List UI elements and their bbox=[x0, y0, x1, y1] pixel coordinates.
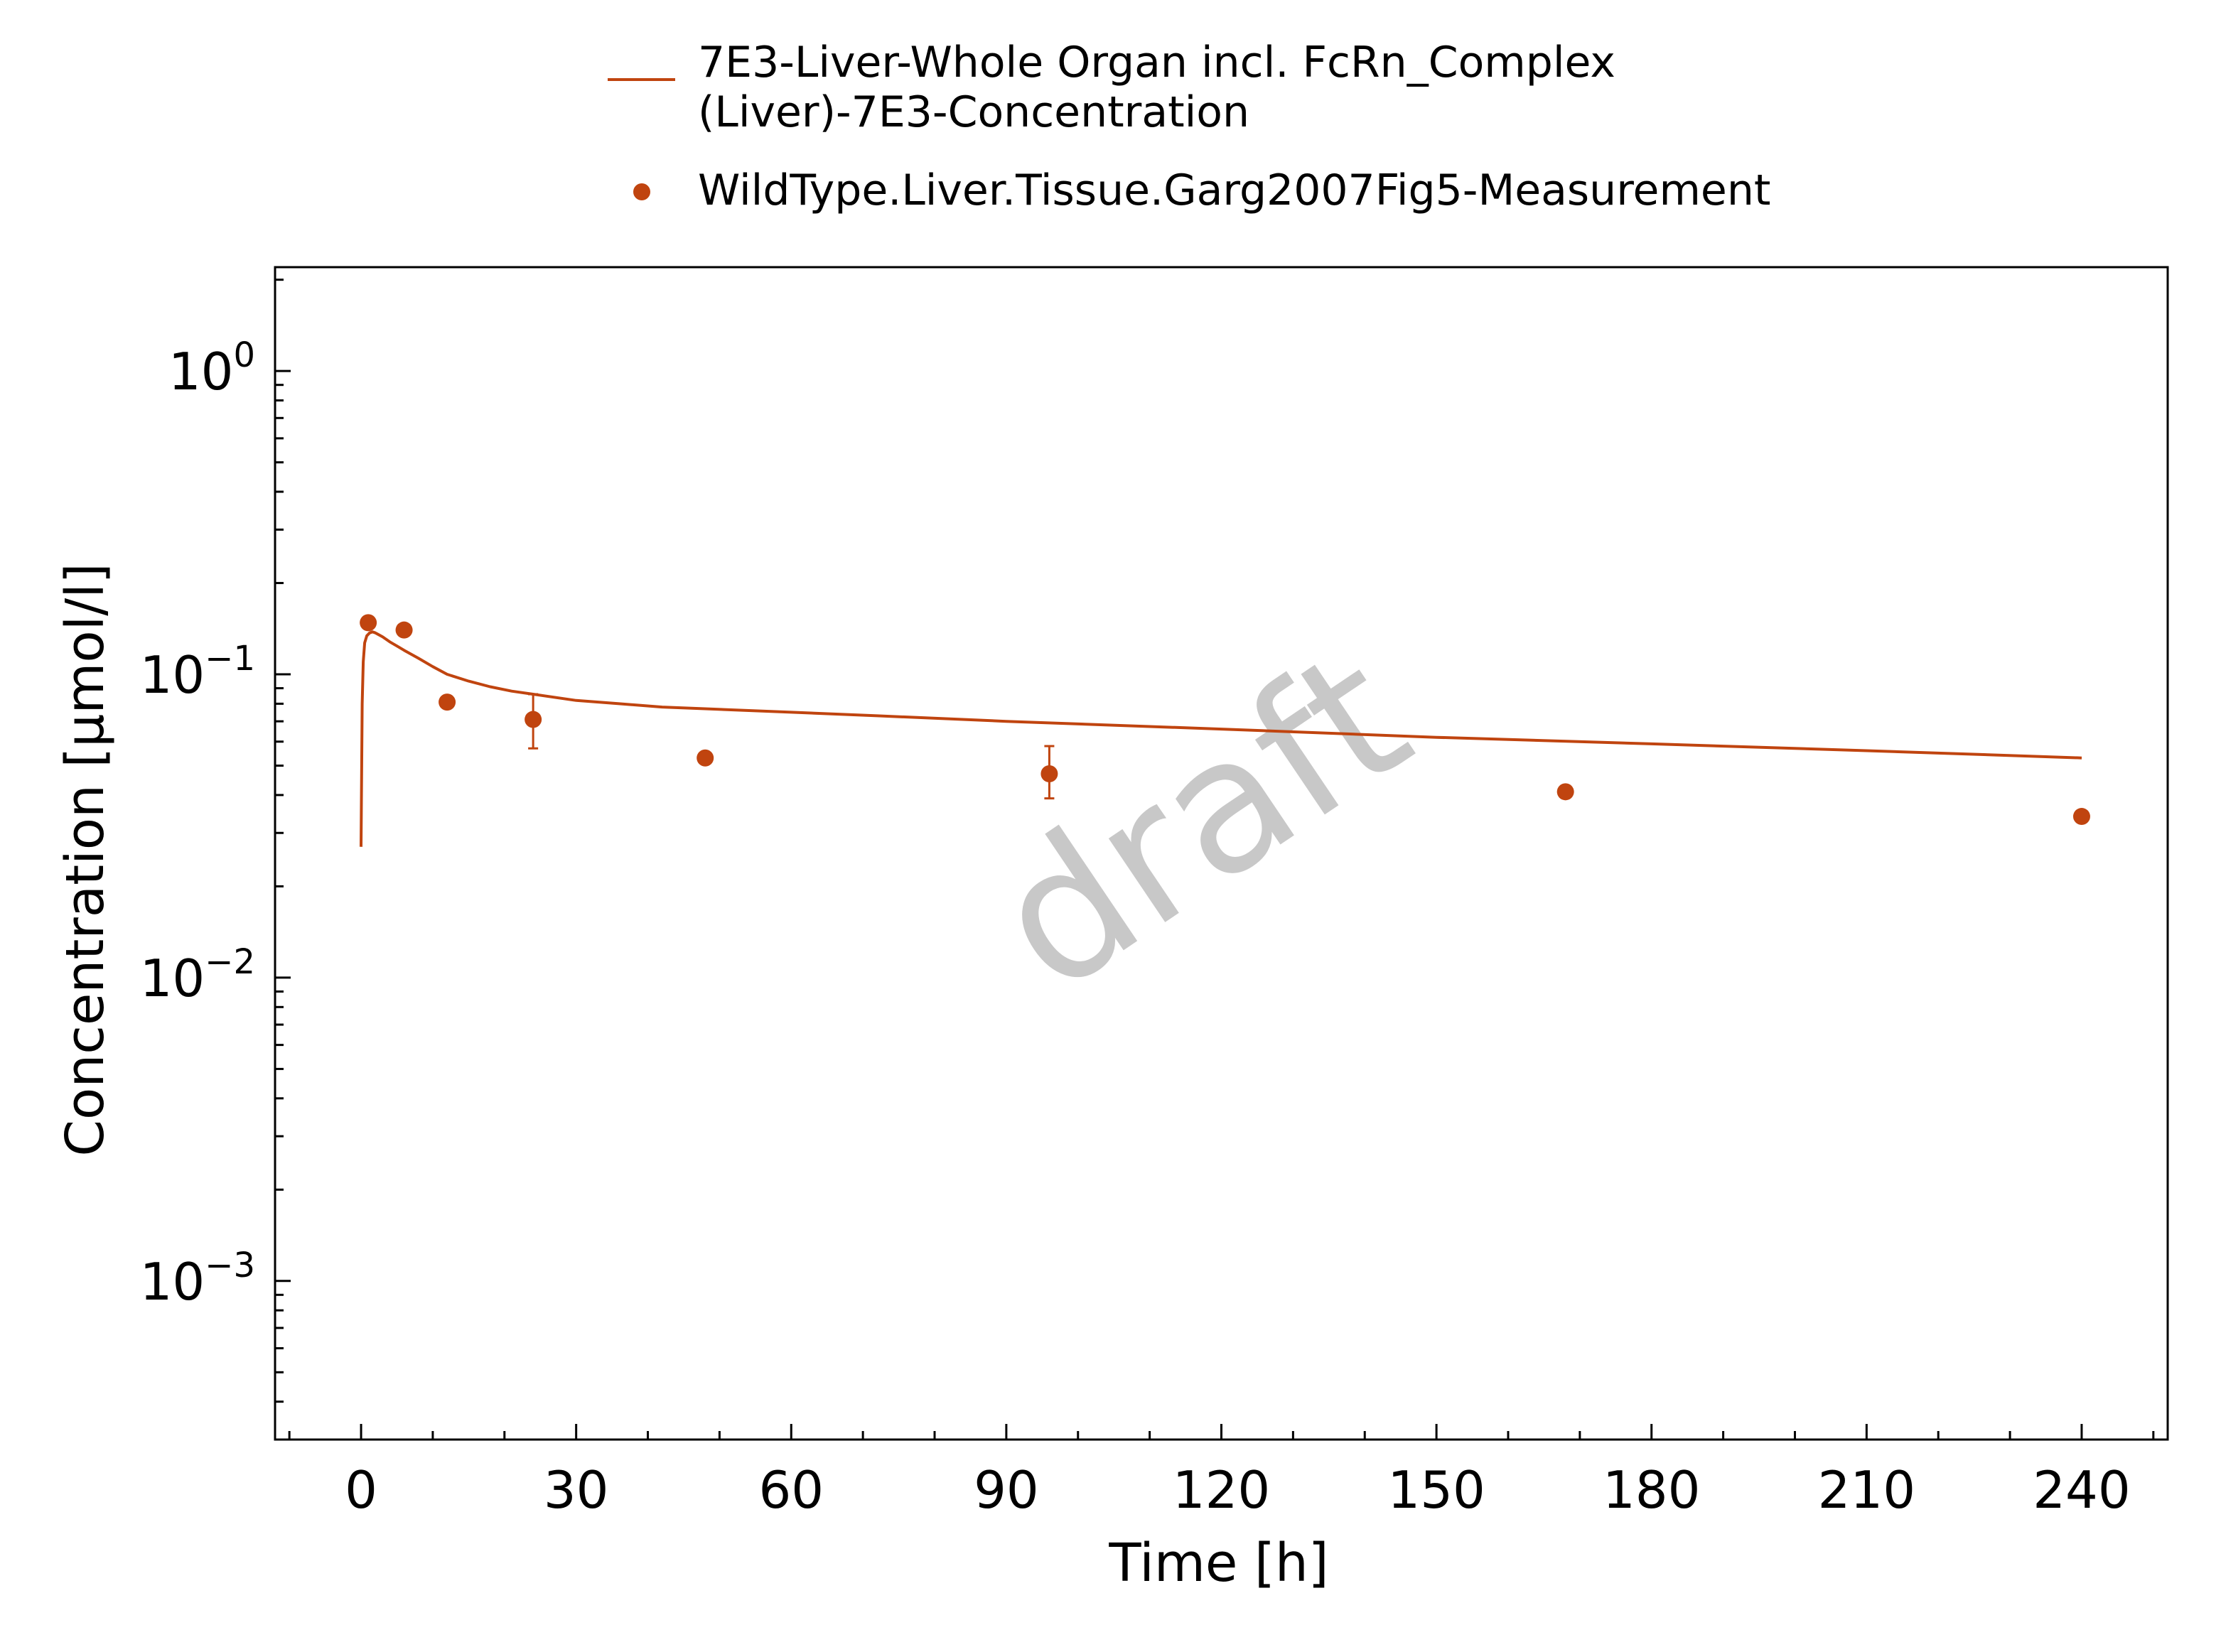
y-tick-label: 100 bbox=[168, 335, 255, 401]
series-layer bbox=[360, 614, 2090, 847]
x-tick-label: 150 bbox=[1387, 1460, 1485, 1520]
x-axis: 0 30 60 90 120 150 180 210 240 bbox=[288, 1424, 2155, 1520]
x-tick-label: 210 bbox=[1818, 1460, 1915, 1520]
data-point bbox=[360, 614, 377, 632]
x-tick-label: 90 bbox=[974, 1460, 1039, 1520]
legend-label: WildType.Liver.Tissue.Garg2007Fig5-Measu… bbox=[698, 166, 1770, 215]
data-point bbox=[1040, 765, 1058, 783]
y-axis: 100 10−1 10−2 10−3 bbox=[140, 279, 291, 1441]
legend-label: 7E3-Liver-Whole Organ incl. FcRn_Complex bbox=[698, 38, 1615, 87]
x-tick-label: 120 bbox=[1173, 1460, 1270, 1520]
y-axis-title: Concentration [µmol/l] bbox=[55, 563, 116, 1156]
data-point bbox=[439, 693, 456, 711]
legend: 7E3-Liver-Whole Organ incl. FcRn_Complex… bbox=[608, 38, 1770, 215]
data-point bbox=[2072, 808, 2090, 826]
legend-label: (Liver)-7E3-Concentration bbox=[698, 87, 1249, 137]
x-tick-label: 30 bbox=[544, 1460, 609, 1520]
data-point bbox=[697, 749, 714, 767]
y-tick-label: 10−2 bbox=[140, 942, 255, 1008]
data-point bbox=[1556, 783, 1574, 801]
y-tick-label: 10−3 bbox=[140, 1246, 255, 1312]
watermark-layer: draft bbox=[959, 610, 1444, 1034]
x-tick-label: 0 bbox=[345, 1460, 377, 1520]
x-tick-label: 240 bbox=[2033, 1460, 2130, 1520]
data-point bbox=[525, 711, 542, 728]
data-point bbox=[395, 621, 413, 639]
x-tick-label: 60 bbox=[758, 1460, 824, 1520]
series-line bbox=[360, 630, 2082, 847]
watermark-text: draft bbox=[959, 610, 1444, 1034]
y-tick-label: 10−1 bbox=[140, 639, 255, 705]
legend-marker-swatch bbox=[633, 183, 650, 200]
x-axis-title: Time [h] bbox=[1108, 1533, 1328, 1594]
x-tick-label: 180 bbox=[1603, 1460, 1700, 1520]
